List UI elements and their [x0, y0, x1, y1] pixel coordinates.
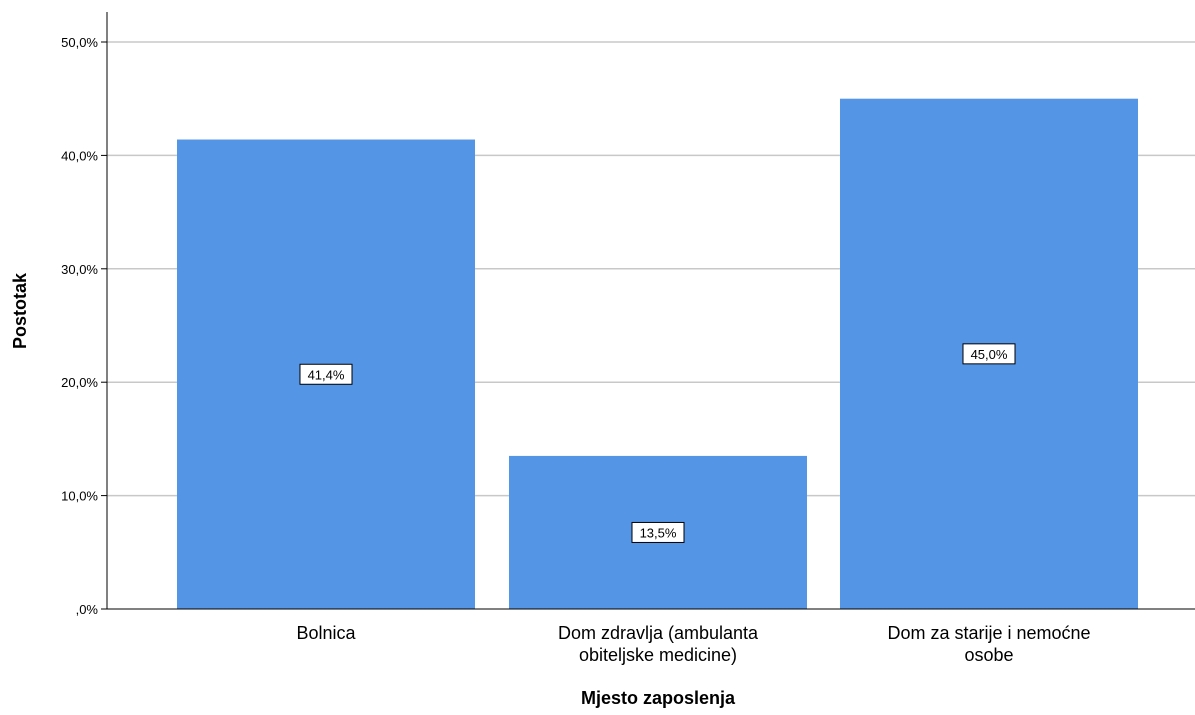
- y-axis-title: Postotak: [10, 272, 30, 349]
- x-category-label: osobe: [964, 645, 1013, 665]
- y-tick-labels: ,0% 10,0% 20,0% 30,0% 40,0% 50,0%: [61, 35, 98, 617]
- x-category-label: Dom zdravlja (ambulanta: [558, 623, 759, 643]
- x-category-label: Bolnica: [296, 623, 356, 643]
- data-label: 13,5%: [640, 525, 677, 540]
- y-tick-label: 30,0%: [61, 262, 98, 277]
- axes: [101, 12, 1195, 610]
- data-label-box: [631, 521, 685, 543]
- y-tick-label: 50,0%: [61, 35, 98, 50]
- x-category-label: Dom za starije i nemoćne: [887, 623, 1090, 643]
- y-tick-label: 40,0%: [61, 148, 98, 163]
- y-tick-label: 10,0%: [61, 489, 98, 504]
- y-tick-label: ,0%: [76, 602, 99, 617]
- data-label-box: [962, 343, 1016, 365]
- data-label-box: [299, 363, 353, 385]
- x-category-labels: Bolnica Dom zdravlja (ambulantaobiteljske…: [296, 623, 1090, 665]
- data-labels: 41,4% 13,5% 45,0%: [299, 343, 1016, 543]
- x-category-label: obiteljske medicine): [579, 645, 737, 665]
- x-axis-title: Mjesto zaposlenja: [581, 688, 736, 708]
- data-label: 41,4%: [308, 367, 345, 382]
- y-tick-label: 20,0%: [61, 375, 98, 390]
- data-label: 45,0%: [971, 347, 1008, 362]
